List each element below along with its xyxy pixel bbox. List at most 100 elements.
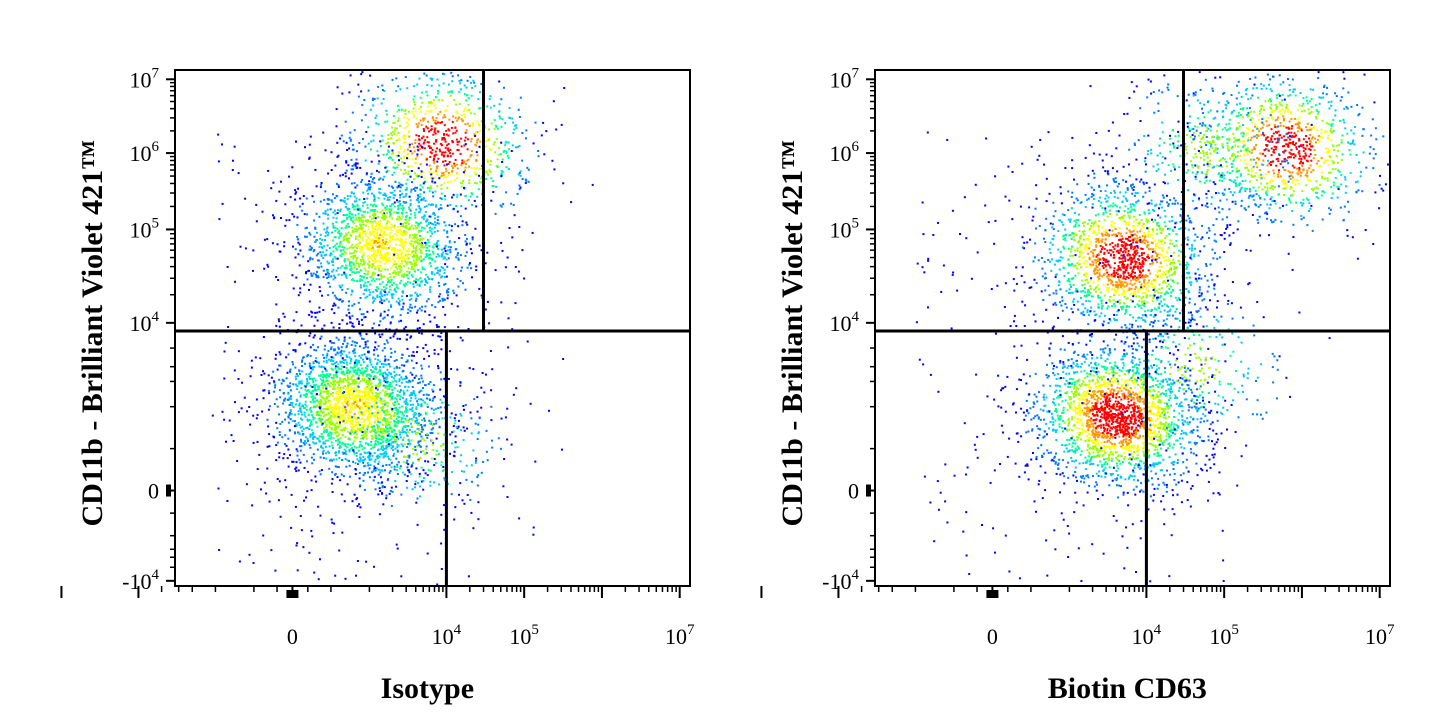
event-dot (428, 145, 431, 148)
event-dot (393, 227, 396, 229)
event-dot (340, 273, 343, 276)
event-dot (457, 257, 460, 260)
event-dot (339, 286, 342, 289)
event-dot (372, 377, 375, 380)
event-dot (415, 406, 418, 409)
event-dot (424, 434, 427, 437)
event-dot (335, 451, 337, 454)
event-dot (368, 410, 371, 413)
event-dot (310, 396, 313, 399)
event-dot (364, 145, 367, 148)
event-dot (374, 416, 377, 419)
event-dot (401, 192, 404, 195)
event-dot (363, 420, 366, 423)
event-dot (389, 205, 391, 208)
event-dot (397, 207, 400, 210)
event-dot (310, 247, 313, 250)
event-dot (339, 386, 342, 389)
event-dot (319, 410, 322, 413)
event-dot (442, 251, 445, 254)
event-dot (379, 192, 382, 195)
event-dot (385, 378, 388, 381)
event-dot (362, 374, 364, 377)
event-dot (331, 200, 334, 203)
event-dot (393, 413, 396, 416)
event-dot (385, 447, 388, 450)
event-dot (390, 375, 393, 378)
event-dot (323, 431, 325, 433)
event-dot (355, 381, 358, 384)
event-dot (460, 266, 463, 269)
event-dot (373, 400, 376, 402)
event-dot (352, 380, 355, 383)
event-dot (326, 227, 329, 230)
event-dot (356, 405, 359, 408)
event-dot (397, 131, 400, 134)
event-dot (426, 141, 429, 144)
event-dot (373, 98, 376, 100)
event-dot (591, 183, 594, 186)
event-dot (401, 238, 404, 241)
event-dot (404, 141, 407, 144)
event-dot (332, 264, 335, 267)
event-dot (353, 445, 356, 448)
event-dot (262, 397, 265, 400)
event-dot (403, 442, 406, 445)
event-dot (422, 437, 425, 440)
event-dot (334, 229, 337, 232)
event-dot (266, 418, 269, 421)
event-dot (316, 425, 319, 428)
event-dot (314, 475, 317, 478)
event-dot (389, 212, 392, 215)
event-dot (384, 227, 386, 230)
event-dot (462, 282, 464, 285)
event-dot (367, 192, 370, 195)
event-dot (284, 224, 287, 227)
event-dot (408, 471, 411, 474)
event-dot (294, 189, 297, 192)
event-dot (350, 344, 353, 346)
event-dot (414, 172, 417, 175)
event-dot (492, 180, 495, 183)
event-dot (363, 424, 365, 426)
event-dot (326, 276, 329, 279)
event-dot (392, 131, 395, 133)
event-dot (476, 154, 479, 157)
event-dot (318, 246, 321, 249)
event-dot (414, 486, 416, 489)
event-dot (494, 124, 497, 127)
event-dot (362, 361, 365, 364)
event-dot (364, 400, 367, 403)
event-dot (443, 247, 446, 250)
event-dot (374, 244, 377, 247)
event-dot (350, 415, 353, 418)
event-dot (373, 272, 376, 275)
event-dot (294, 349, 297, 352)
event-dot (369, 203, 372, 206)
event-dot (408, 130, 411, 133)
event-dot (383, 412, 386, 414)
event-dot (443, 377, 446, 380)
event-dot (454, 441, 457, 444)
event-dot (325, 452, 327, 455)
event-dot (391, 258, 394, 261)
event-dot (319, 473, 322, 476)
event-dot (459, 279, 462, 282)
event-dot (437, 92, 440, 95)
event-dot (471, 238, 474, 241)
event-dot (456, 177, 458, 180)
event-dot (382, 363, 385, 366)
event-dot (393, 465, 396, 468)
event-dot (383, 360, 386, 363)
event-dot (370, 276, 373, 279)
event-dot (357, 359, 360, 362)
event-dot (449, 248, 452, 251)
event-dot (330, 432, 333, 435)
event-dot (349, 448, 352, 451)
event-dot (340, 419, 343, 422)
event-dot (403, 202, 406, 204)
event-dot (359, 396, 362, 399)
event-dot (376, 290, 379, 293)
event-dot (378, 226, 381, 229)
event-dot (369, 361, 372, 364)
